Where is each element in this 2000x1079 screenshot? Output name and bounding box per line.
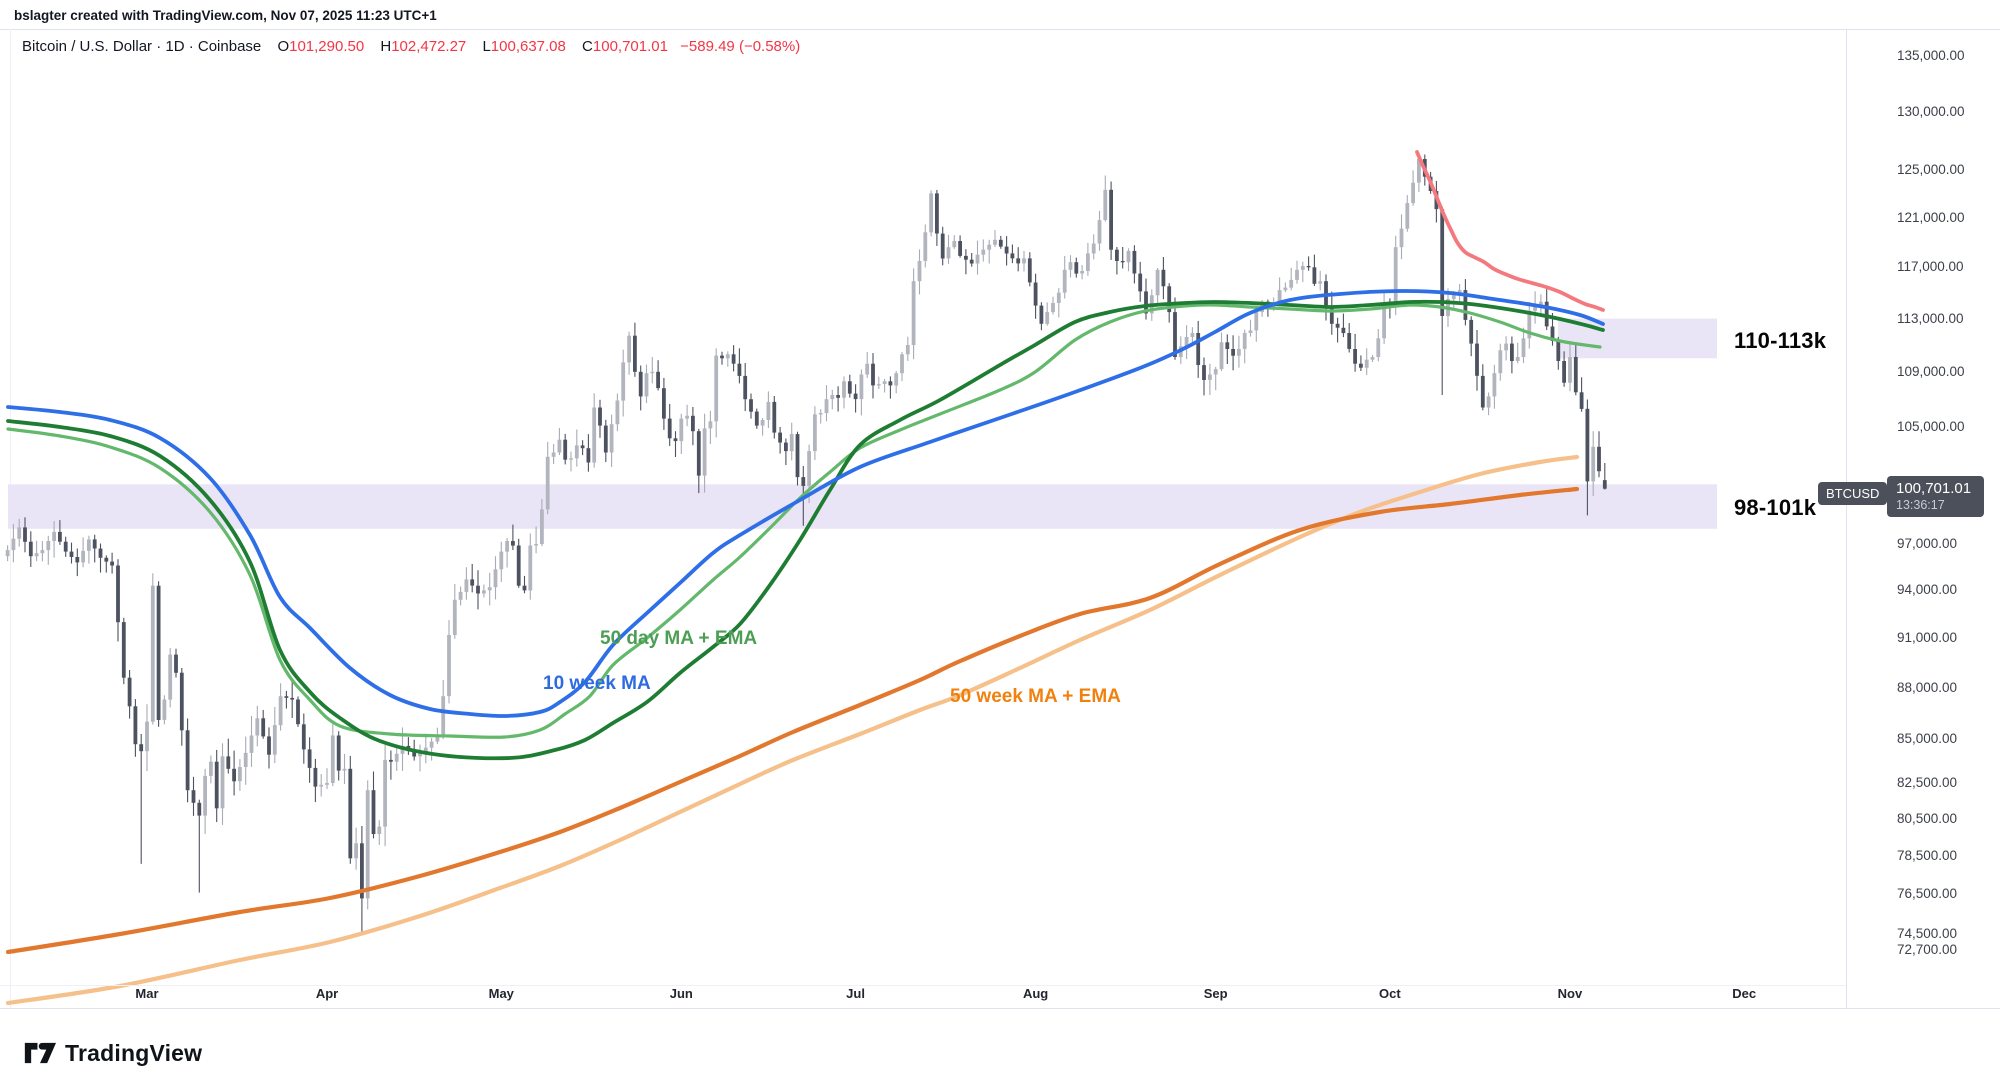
tradingview-logo-text: TradingView [65,1039,203,1066]
ohlc-high: H102,472.27 [380,38,467,55]
price-badge-countdown: 13:36:17 [1896,497,1945,512]
price-badge: 100,701.01 13:36:17 [1887,475,1984,517]
price-axis-label: 88,000.00 [1897,679,1958,695]
zone-label[interactable]: 110-113k [1734,328,1827,353]
time-axis-label: Jun [669,986,693,1001]
time-axis-label: May [488,986,514,1001]
price-badge-symbol: BTCUSD [1818,481,1888,505]
ohlc-low: L100,637.08 [482,38,566,55]
price-axis-label: 130,000.00 [1897,103,1965,119]
candlestick-layer [5,154,1607,936]
time-axis-label: Nov [1557,986,1583,1001]
price-axis-label: 125,000.00 [1897,161,1965,177]
price-axis-label: 94,000.00 [1897,582,1958,598]
ma-label[interactable]: 50 day MA + EMA [600,628,758,649]
price-badge-value: 100,701.01 [1896,479,1972,497]
moving-averages-layer [5,150,1605,1006]
symbol-legend-row[interactable]: Bitcoin / U.S. Dollar · 1D · Coinbase O1… [22,38,800,55]
ohlc-close: C100,701.01 [582,38,668,55]
time-axis-label: Oct [1379,986,1401,1001]
price-axis-label: 80,500.00 [1897,811,1958,827]
price-change: −589.49 (−0.58%) [680,38,801,55]
chart-top-border [0,29,2000,30]
time-axis-label: Mar [135,986,159,1001]
ma-50-week-line [5,486,1580,955]
ohlc-open: O101,290.50 [277,38,365,55]
price-axis-separator [1846,29,1847,1008]
zone-label[interactable]: 98-101k [1734,495,1817,520]
tradingview-logo-icon [24,1042,56,1064]
time-axis-label: Apr [315,986,339,1001]
chart-bottom-border [0,1008,2000,1009]
symbol-title[interactable]: Bitcoin / U.S. Dollar · 1D · Coinbase [22,38,262,55]
price-axis-label: 121,000.00 [1897,209,1965,225]
time-axis-label: Dec [1732,986,1757,1001]
time-axis-label: Aug [1022,986,1049,1001]
support-zones-layer[interactable] [8,318,1717,529]
price-axis-label: 109,000.00 [1897,363,1965,379]
credit-line: bslagter created with TradingView.com, N… [14,8,437,23]
tradingview-logo[interactable]: TradingView [24,1038,202,1068]
support-zone[interactable] [8,484,1717,529]
red-trail-line [1415,150,1605,312]
time-axis-label: Sep [1203,986,1228,1001]
ma-50-day-line [6,303,1602,739]
time-axis-label: Jul [846,986,865,1001]
price-axis-label: 76,500.00 [1897,886,1958,902]
ma-label[interactable]: 10 week MA [543,673,651,694]
price-axis-label: 97,000.00 [1897,536,1958,551]
price-axis-label: 105,000.00 [1897,419,1965,434]
time-axis-separator [0,985,1846,986]
price-axis-label: 72,700.00 [1897,942,1958,957]
ma-label[interactable]: 50 week MA + EMA [950,686,1121,707]
price-axis-label: 113,000.00 [1897,310,1964,326]
price-axis-label: 82,500.00 [1897,775,1958,791]
price-axis-label: 91,000.00 [1897,630,1958,646]
price-axis-label: 135,000.00 [1897,48,1965,63]
price-axis-label: 117,000.00 [1897,259,1964,275]
price-axis-label: 78,500.00 [1897,848,1958,864]
price-axis-label: 74,500.00 [1897,925,1958,941]
price-axis-label: 85,000.00 [1897,730,1958,746]
ma-10-week-line [6,289,1605,718]
